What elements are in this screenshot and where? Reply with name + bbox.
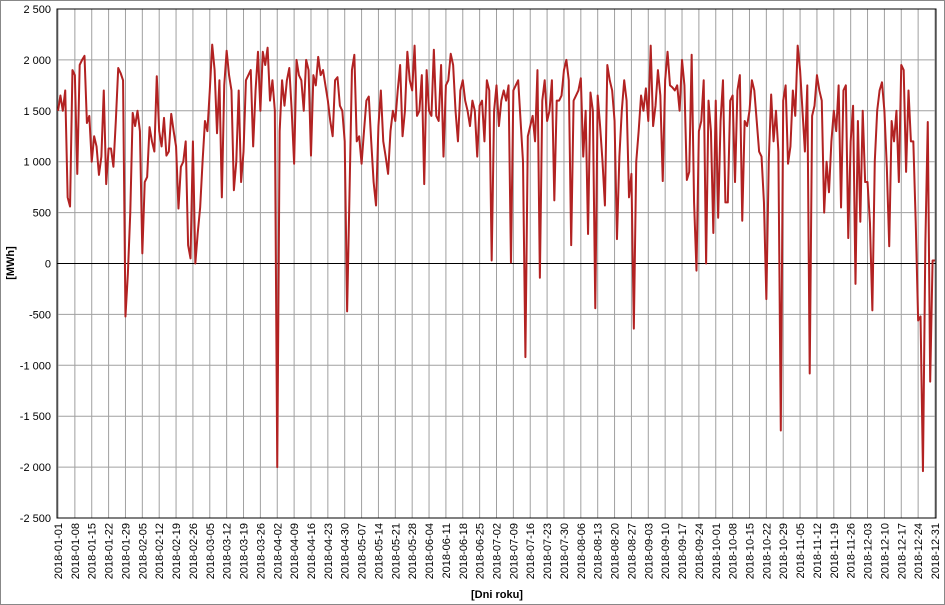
x-tick-label: 2018-12-24 [913,523,925,579]
x-tick-label: 2018-12-31 [930,523,942,579]
x-tick-label: 2018-09-17 [677,523,689,579]
x-tick-label: 2018-06-11 [441,523,453,578]
x-tick-label: 2018-12-10 [879,523,891,579]
y-axis-label: [MWh] [5,246,17,280]
x-tick-label: 2018-08-13 [593,523,605,579]
x-tick-label: 2018-03-05 [205,523,217,579]
x-tick-label: 2018-07-23 [542,523,554,579]
data-line [57,43,935,473]
x-tick-label: 2018-07-02 [492,523,504,579]
x-tick-label: 2018-11-19 [829,523,841,578]
x-tick-label: 2018-01-22 [104,523,116,579]
x-tick-label: 2018-07-30 [559,523,571,579]
x-tick-label: 2018-08-27 [626,523,638,579]
x-tick-label: 2018-05-28 [407,523,419,579]
x-tick-label: 2018-03-19 [239,523,251,579]
x-tick-label: 2018-08-06 [576,523,588,579]
x-tick-label: 2018-02-19 [171,523,183,579]
x-tick-label: 2018-12-17 [896,523,908,579]
y-tick-label: 1 500 [23,106,51,118]
x-tick-label: 2018-05-07 [357,523,369,579]
y-tick-label: -2 500 [20,513,51,525]
x-tick-label: 2018-12-03 [863,523,875,579]
x-tick-label: 2018-05-21 [390,523,402,579]
x-tick-label: 2018-04-02 [272,523,284,579]
x-tick-label: 2018-11-12 [812,523,824,578]
plot-border [56,8,937,519]
x-tick-label: 2018-06-25 [475,523,487,579]
x-tick-label: 2018-01-29 [120,523,132,579]
x-tick-label: 2018-01-08 [70,523,82,579]
y-tick-label: 500 [33,208,51,220]
y-tick-label: 0 [45,259,51,271]
y-tick-label: -1 000 [20,360,51,372]
x-tick-label: 2018-05-14 [373,523,385,579]
x-tick-label: 2018-10-22 [761,523,773,579]
x-tick-label: 2018-09-03 [643,523,655,579]
x-tick-label: 2018-03-12 [222,523,234,579]
y-tick-label: 2 500 [23,4,51,16]
x-tick-label: 2018-04-16 [306,523,318,579]
x-tick-label: 2018-02-26 [188,523,200,579]
x-tick-label: 2018-04-09 [289,523,301,579]
x-tick-label: 2018-09-10 [660,523,672,579]
x-tick-label: 2018-01-01 [53,523,65,579]
y-tick-label: 2 000 [23,55,51,67]
x-tick-label: 2018-08-20 [610,523,622,579]
x-tick-label: 2018-02-05 [137,523,149,579]
x-tick-label: 2018-01-15 [87,523,99,579]
x-tick-label: 2018-02-12 [154,523,166,579]
x-tick-label: 2018-03-26 [255,523,267,579]
x-tick-label: 2018-04-30 [340,523,352,579]
y-tick-label: -1 500 [20,411,51,423]
x-tick-label: 2018-09-24 [694,523,706,579]
x-tick-label: 2018-07-09 [508,523,520,579]
x-tick-label: 2018-10-08 [728,523,740,579]
y-tick-label: -500 [29,309,51,321]
x-tick-label: 2018-11-26 [846,523,858,578]
x-axis-label: [Dni roku] [471,589,523,601]
y-tick-label: -2 000 [20,462,51,474]
x-tick-label: 2018-06-18 [458,523,470,579]
x-tick-label: 2018-11-05 [795,523,807,578]
x-tick-label: 2018-10-01 [711,523,723,579]
x-tick-label: 2018-06-04 [424,523,436,579]
x-tick-label: 2018-04-23 [323,523,335,579]
x-tick-label: 2018-10-15 [744,523,756,579]
y-tick-label: 1 000 [23,157,51,169]
x-tick-label: 2018-10-29 [778,523,790,579]
x-tick-label: 2018-07-16 [525,523,537,579]
